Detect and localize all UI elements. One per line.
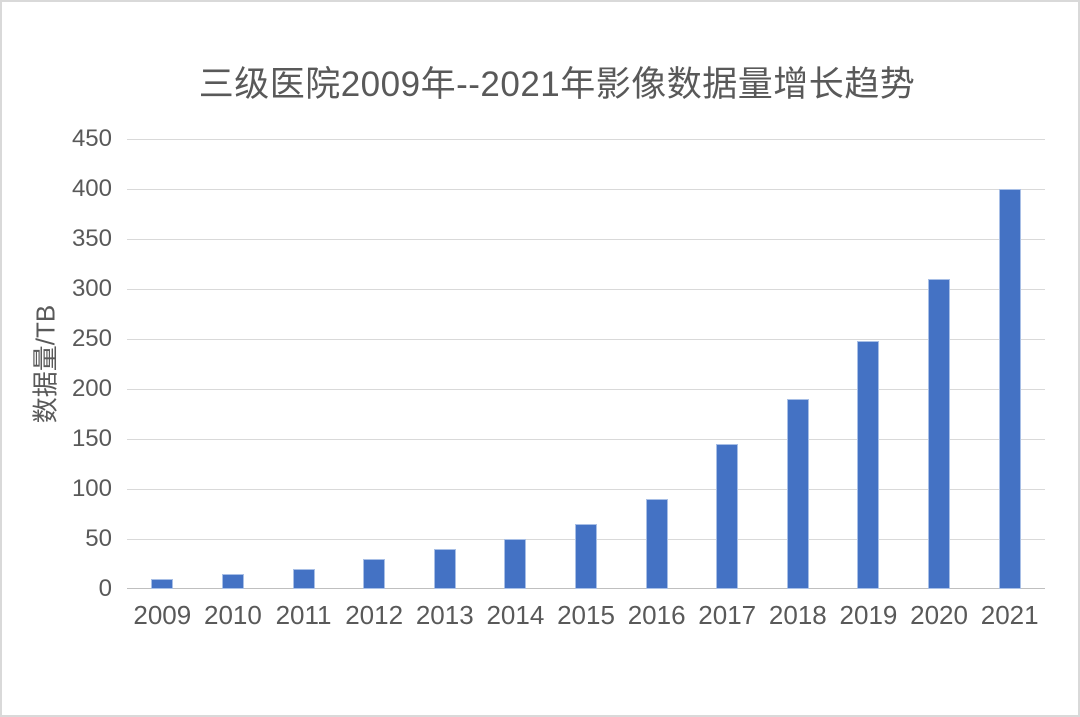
bar-2018	[786, 399, 809, 589]
gridline	[127, 138, 1045, 140]
y-tick-label: 250	[71, 325, 112, 352]
x-tick-label: 2016	[627, 600, 686, 630]
bar-2015	[575, 524, 597, 589]
bar-2021	[998, 189, 1021, 589]
x-tick-label: 2020	[910, 600, 968, 630]
gridline	[127, 438, 1045, 440]
y-tick-label: 100	[71, 475, 112, 502]
x-tick-label: 2018	[768, 600, 827, 630]
y-tick-label: 300	[71, 275, 112, 302]
plot-area	[127, 138, 1045, 589]
x-tick-label: 2021	[980, 600, 1039, 630]
bar-2019	[857, 341, 880, 589]
gridline	[127, 288, 1045, 290]
y-axis-title: 数据量/TB	[30, 304, 61, 424]
gridline	[127, 388, 1045, 390]
x-tick-label: 2010	[204, 600, 262, 630]
bar-2009	[151, 579, 174, 589]
y-tick-label: 350	[71, 225, 112, 252]
x-tick-label: 2011	[275, 600, 332, 630]
x-tick-label: 2013	[415, 600, 474, 630]
gridline	[127, 188, 1045, 190]
y-tick-label: 400	[71, 175, 112, 202]
bar-2010	[221, 574, 244, 589]
bar-2017	[716, 444, 739, 589]
x-tick-label: 2014	[486, 600, 545, 630]
gridline	[127, 238, 1045, 240]
gridline	[127, 338, 1045, 340]
x-tick-label: 2017	[698, 600, 757, 630]
bar-2013	[433, 549, 456, 589]
bar-2020	[928, 279, 951, 589]
y-tick-label: 0	[98, 575, 112, 602]
bar-2016	[645, 499, 668, 589]
y-tick-label: 50	[85, 525, 112, 552]
y-tick-label: 200	[71, 375, 112, 402]
y-tick-label: 450	[71, 125, 112, 152]
bar-2012	[363, 559, 386, 589]
x-tick-label: 2012	[345, 600, 404, 630]
x-tick-label: 2015	[557, 600, 615, 630]
x-tick-label: 2009	[133, 600, 192, 630]
x-tick-label: 2019	[839, 600, 898, 630]
chart-title: 三级医院2009年--2021年影像数据量增长趋势	[198, 65, 916, 104]
bar-2014	[504, 539, 527, 589]
bar-2011	[292, 569, 315, 589]
gridline	[127, 488, 1045, 490]
y-tick-label: 150	[71, 425, 112, 452]
